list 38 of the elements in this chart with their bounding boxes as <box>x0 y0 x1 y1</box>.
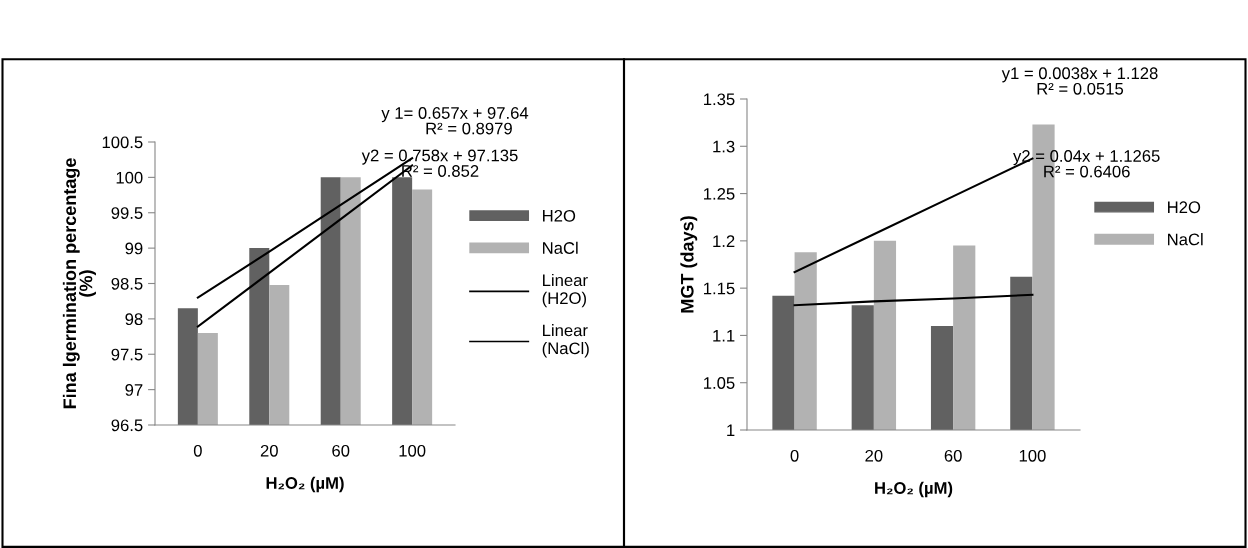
y-tick-label: 1.2 <box>713 235 735 247</box>
y-tick-label: 99.5 <box>111 207 143 219</box>
line-series <box>793 293 1034 307</box>
y-tick-label: 97.5 <box>111 348 143 361</box>
x-tick-label: 0 <box>790 449 799 462</box>
y-tick-label: 97 <box>125 384 143 396</box>
y-tick-label: 1.35 <box>704 93 735 106</box>
y-tick-label: 98 <box>125 313 143 326</box>
text: y 1= 0.657x + 97.64 R² = 0.8979 <box>381 107 529 135</box>
y-tick-label: 100.5 <box>102 136 143 149</box>
y-tick-label: 1 <box>727 424 735 437</box>
y-tick-label: 1.25 <box>704 187 735 200</box>
x-tick-label: 0 <box>193 444 202 457</box>
y-tick-label: 99 <box>125 242 143 255</box>
x-tick-label: 20 <box>865 449 883 462</box>
y-tick-label: 100 <box>116 171 143 184</box>
y-axis-title: Fina lgermination percentage (%) <box>62 158 96 409</box>
legend-label: Linear (H2O) <box>542 273 588 308</box>
legend-label: Linear (NaCl) <box>542 324 589 358</box>
legend-label: NaCl <box>543 241 578 254</box>
text: y1 = 0.0038x + 1.128 R² = 0.0515 <box>1001 67 1158 95</box>
legend-label: H2O <box>543 209 576 222</box>
y-tick-label: 1.05 <box>704 377 735 389</box>
x-axis-title: H₂O₂ (µM) <box>875 481 953 498</box>
x-tick-label: 60 <box>332 444 350 457</box>
y-tick-label: 96.5 <box>111 419 143 432</box>
y-axis-title: MGT (days) <box>680 216 698 313</box>
legend-label: H2O <box>1168 201 1201 214</box>
x-axis-title: H₂O₂ (µM) <box>266 476 344 493</box>
x-tick-label: 60 <box>944 449 962 462</box>
x-tick-label: 100 <box>1019 449 1046 462</box>
legend-label: NaCl <box>1168 233 1203 246</box>
y-tick-label: 1.3 <box>713 140 735 153</box>
x-tick-label: 20 <box>260 444 278 457</box>
y-tick-label: 1.1 <box>713 330 735 342</box>
y-tick-label: 98.5 <box>111 277 143 290</box>
x-tick-label: 100 <box>399 444 426 457</box>
y-tick-label: 1.15 <box>704 282 735 295</box>
